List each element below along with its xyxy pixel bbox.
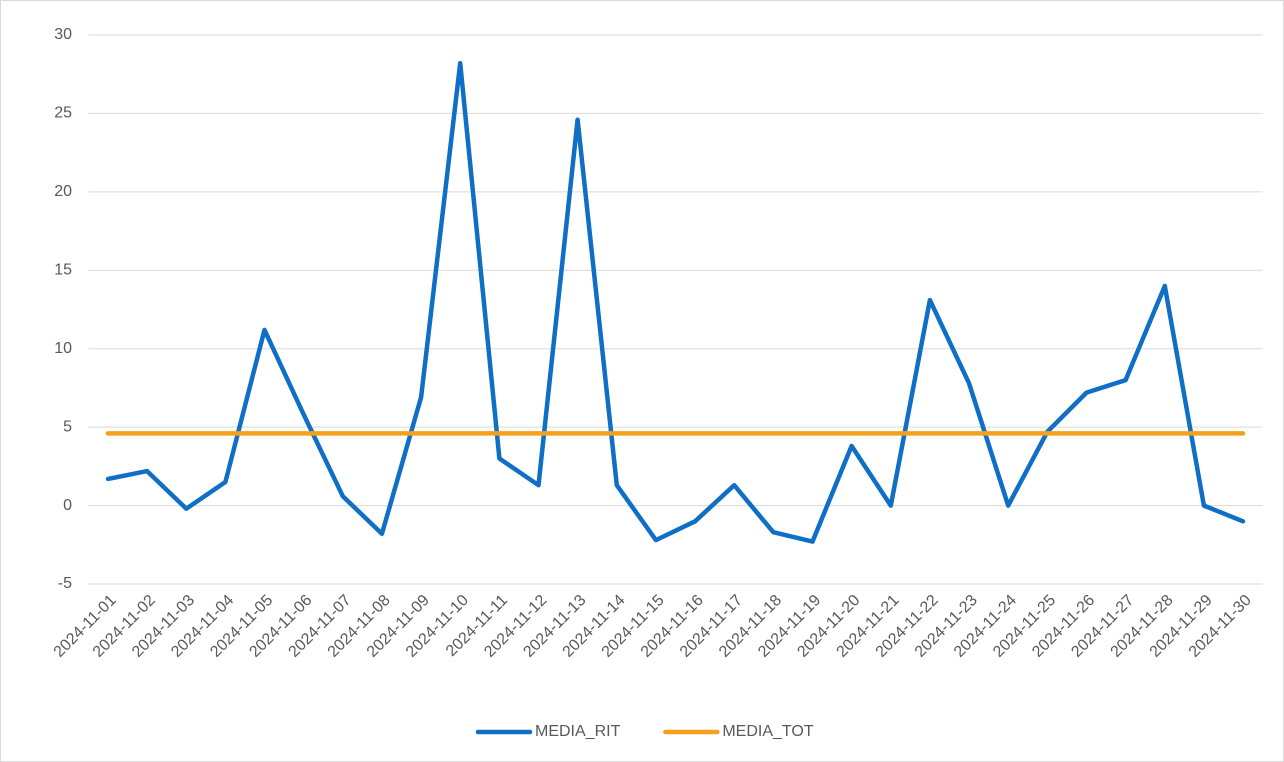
y-tick-label: 15 <box>54 262 72 279</box>
legend-label: MEDIA_RIT <box>535 723 621 740</box>
y-tick-label: 10 <box>54 340 72 357</box>
y-tick-label: 0 <box>63 497 72 514</box>
legend-label: MEDIA_TOT <box>722 723 814 740</box>
y-tick-label: 5 <box>63 418 72 435</box>
y-tick-label: -5 <box>58 575 72 592</box>
y-tick-label: 30 <box>54 26 72 43</box>
series-line <box>105 60 1246 544</box>
y-tick-label: 20 <box>54 183 72 200</box>
y-tick-label: 25 <box>54 105 72 122</box>
